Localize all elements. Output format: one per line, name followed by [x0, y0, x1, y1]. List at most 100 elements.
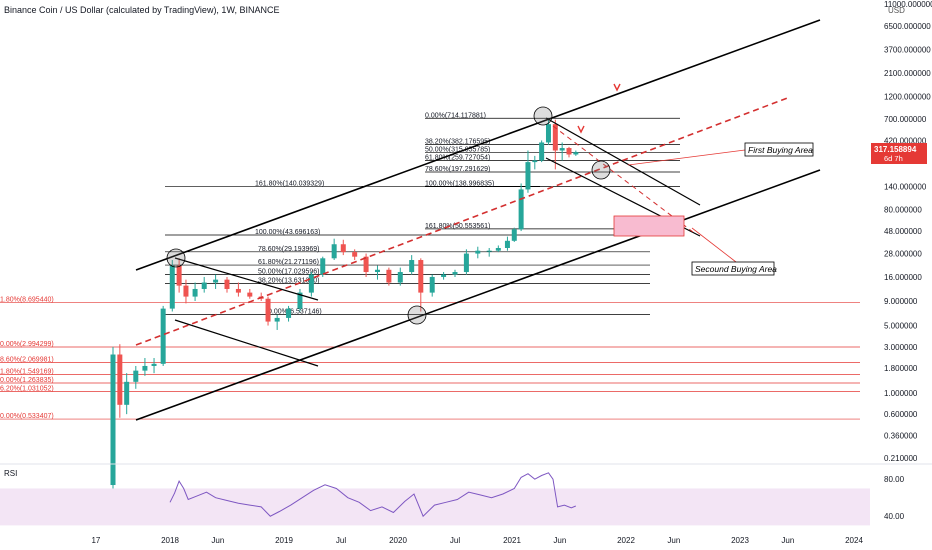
fib-level-label: 0.00%(0.533407) [0, 413, 54, 420]
channel-midline-dashed [135, 96, 791, 346]
rsi-label: RSI [4, 469, 17, 478]
candle-body [441, 274, 447, 277]
first-buying-area-label: First Buying Area [748, 145, 813, 155]
down-arrow-icon [577, 125, 585, 134]
highlight-circle [407, 305, 427, 325]
ascending-channel-lower [135, 169, 821, 421]
current-price-countdown: 6d 7h [884, 154, 903, 163]
candle-body [133, 370, 139, 382]
candle-body [110, 354, 116, 486]
candle-body [559, 148, 565, 151]
candle-body [429, 276, 435, 293]
candle-body [297, 292, 303, 309]
price-tick-label: 2100.000000 [884, 69, 931, 78]
candle-body [224, 279, 230, 289]
candle-body [340, 244, 346, 253]
candle-body [463, 253, 469, 273]
candle-body [518, 189, 524, 230]
candle-body [374, 269, 380, 273]
candle-body [545, 124, 551, 143]
time-tick-label: Jun [211, 536, 224, 545]
fib-level-label: 0.00%(1.263835) [0, 377, 54, 384]
price-tick-label: 420.000000 [884, 136, 927, 145]
rsi-band [0, 488, 870, 526]
candle-body [539, 142, 545, 161]
candle-body [552, 124, 558, 151]
fib-level-label: 0.00%(714.117881) [425, 112, 486, 119]
candle-body [386, 269, 392, 283]
time-tick-label: Jun [781, 536, 794, 545]
candle-body [504, 240, 510, 248]
candle-body [409, 260, 415, 273]
candle-body [363, 256, 369, 273]
fib-level-label: 50.00%(315.055785) [425, 146, 490, 153]
time-tick-label: 2022 [617, 536, 635, 545]
fib-level-label: 78.60%(29.193969) [258, 246, 320, 253]
price-axis-currency: USD [888, 6, 905, 15]
time-tick-label: 2019 [275, 536, 293, 545]
candle-body [117, 354, 123, 405]
candle-body [525, 162, 531, 190]
time-axis[interactable]: 17 2018 Jun 2019 Jul 2020 Jul 2021 Jun 2022 Jun 202… [91, 536, 863, 545]
candle-body [532, 160, 538, 163]
current-price-tag: 317.158894 6d 7h [871, 143, 927, 164]
fib-level-label: 61.80%(21.271196) [258, 259, 319, 266]
second-buying-zone [613, 215, 685, 237]
price-tick-label: 3.000000 [884, 343, 918, 352]
price-tick-label: 700.000000 [884, 115, 927, 124]
highlight-circle [166, 248, 186, 268]
time-tick-label: 2021 [503, 536, 521, 545]
descending-channel-upper [545, 117, 701, 206]
rsi-tick-label: 40.00 [884, 512, 905, 521]
rsi-indicator: 80.00 40.00 [0, 472, 905, 526]
candle-body [274, 317, 280, 322]
candle-body [235, 288, 241, 293]
price-tick-label: 1.000000 [884, 389, 918, 398]
rsi-line [169, 472, 576, 518]
falling-wedge-lower [174, 319, 319, 367]
fib-level-label: 100.00%(138.996835) [425, 181, 494, 188]
time-tick-label: 2024 [845, 536, 863, 545]
candle-body [418, 260, 424, 293]
price-tick-label: 6500.000000 [884, 22, 931, 31]
price-tick-label: 5.000000 [884, 322, 918, 331]
price-tick-label: 140.000000 [884, 182, 927, 191]
candle-body [183, 285, 189, 297]
candle-body [176, 265, 182, 286]
time-tick-label: Jul [450, 536, 460, 545]
candle-body [397, 272, 403, 283]
fib-level-label: 100.00%(43.696163) [255, 229, 320, 236]
fib-level-label: 8.60%(2.069981) [0, 356, 54, 363]
fib-level-label: 0.00%(2.994299) [0, 341, 54, 348]
candle-body [331, 244, 337, 259]
time-tick-label: 2018 [161, 536, 179, 545]
fib-levels: 0.00%(714.117881) 38.20%(382.176595)50.00… [0, 112, 860, 420]
price-axis[interactable]: 11000.000000 6500.000000 3700.000000 2100.0… [884, 0, 932, 463]
fib-level-label: 1.80%(8.695440) [0, 296, 54, 303]
candle-body [566, 148, 572, 155]
candle-body [452, 272, 458, 275]
symbol-title: Binance Coin / US Dollar (calculated by … [4, 5, 279, 15]
price-tick-label: 48.000000 [884, 227, 922, 236]
first-buying-area-callout: First Buying Area [627, 142, 814, 166]
falling-wedge-upper [174, 257, 319, 301]
second-buying-area-label: Secound Buying Area [695, 264, 777, 274]
candle-body [495, 247, 501, 251]
price-tick-label: 3700.000000 [884, 46, 931, 55]
fib-level-label: 38.20%(382.176595) [425, 138, 490, 145]
candle-body [213, 279, 219, 283]
price-tick-label: 80.000000 [884, 206, 922, 215]
candle-body [247, 292, 253, 297]
time-tick-label: Jul [336, 536, 346, 545]
second-buying-area-callout: Secound Buying Area [691, 227, 777, 276]
time-tick-label: 2020 [389, 536, 407, 545]
fib-level-label: 0.00%(6.537146) [268, 308, 322, 315]
candle-body [192, 288, 198, 297]
highlight-circle [591, 160, 611, 180]
price-tick-label: 0.360000 [884, 431, 918, 440]
fib-level-label: 61.80%(259.727054) [425, 155, 490, 162]
time-tick-label: Jun [667, 536, 680, 545]
current-price-value: 317.158894 [874, 145, 917, 154]
fib-level-label: 38.20%(13.631370) [258, 278, 320, 285]
